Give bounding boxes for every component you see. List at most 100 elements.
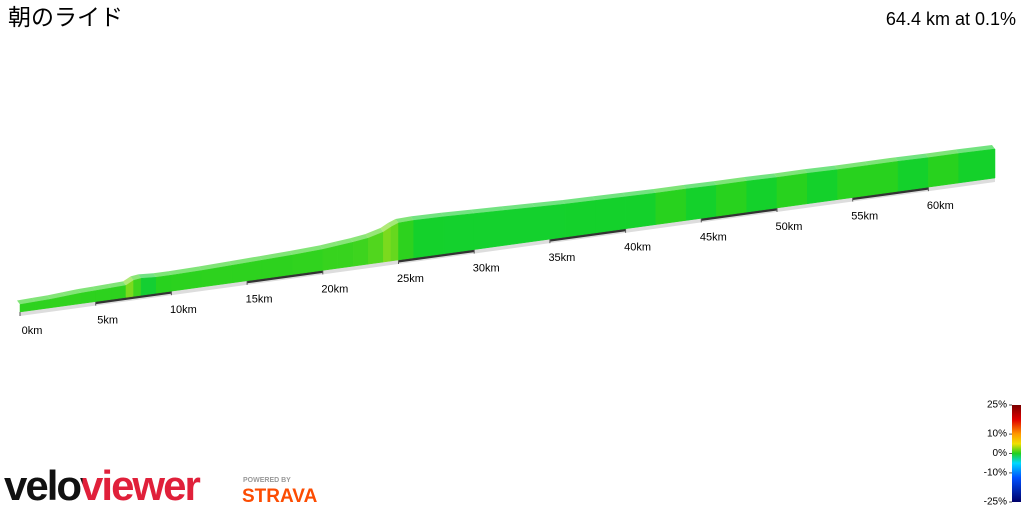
strava-logo: STRAVA <box>242 486 318 507</box>
profile-segment <box>156 274 172 294</box>
x-tick-label: 25km <box>397 273 424 285</box>
road-band <box>246 269 323 284</box>
x-tick-label: 5km <box>97 315 118 327</box>
profile-top <box>350 234 369 243</box>
profile-top <box>440 209 475 217</box>
x-tick-label: 0km <box>22 325 43 337</box>
profile-top <box>228 256 263 266</box>
profile-top <box>138 273 157 279</box>
colorbar-tick-label: 10% <box>987 429 1007 440</box>
x-tick-label: 30km <box>473 262 500 274</box>
profile-top <box>713 177 747 186</box>
profile-top <box>804 165 838 174</box>
summary: 64.4 km at 0.1% <box>886 9 1016 29</box>
profile-top <box>592 192 626 201</box>
profile-segment <box>746 177 778 213</box>
profile-top <box>130 274 142 281</box>
profile-segment <box>807 169 838 205</box>
profile-top <box>925 149 959 158</box>
profile-segment <box>443 213 475 255</box>
profile-top <box>410 212 444 221</box>
powered-by: POWERED BY <box>243 477 291 484</box>
profile-top <box>652 184 687 194</box>
profile-top <box>395 216 414 223</box>
x-tick-label: 35km <box>548 252 575 264</box>
profile-segment <box>897 157 929 192</box>
profile-top <box>365 228 384 239</box>
profile-top <box>773 169 808 178</box>
profile-top <box>77 286 96 294</box>
profile-segment <box>322 245 339 271</box>
x-tick-label: 50km <box>776 221 803 233</box>
profile-top <box>864 157 899 166</box>
profile-top <box>531 200 566 208</box>
profile-segment <box>958 148 996 184</box>
plot: 0km 5km 10km 15km 20km 25km 30km 35km 40km 45km 50… <box>17 145 996 337</box>
profile-top <box>92 284 111 291</box>
x-tick-label: 15km <box>246 294 273 306</box>
profile-segment <box>352 237 369 267</box>
x-tick-label: 45km <box>700 231 727 243</box>
profile-top <box>32 295 51 302</box>
brand-logo: veloviewer <box>4 462 200 509</box>
profile-segment <box>473 210 505 250</box>
road-band <box>95 290 172 305</box>
profile-segment <box>595 196 626 234</box>
profile-top <box>562 196 596 205</box>
profile-segment <box>564 200 596 238</box>
colorbar-tick-label: -10% <box>984 468 1007 479</box>
profile-top <box>334 238 354 246</box>
x-tick-label: 10km <box>170 304 197 316</box>
profile-segment <box>133 278 142 297</box>
profile-segment <box>837 165 869 200</box>
profile-top <box>319 241 338 250</box>
x-tick-label: 40km <box>624 242 651 254</box>
profile-top <box>47 292 66 300</box>
profile-segment <box>413 216 445 259</box>
profile-top <box>471 206 505 214</box>
profile-top <box>107 281 126 289</box>
profile-segment <box>776 173 808 209</box>
colorbar-tick-label: -25% <box>984 497 1007 508</box>
road-band <box>852 186 929 201</box>
profile-segment <box>383 226 392 263</box>
profile-segment <box>337 241 354 269</box>
profile-top <box>501 203 535 211</box>
road <box>20 178 995 316</box>
profile-top <box>743 173 777 182</box>
profile-segment <box>625 192 657 230</box>
profile-segment <box>140 277 157 296</box>
profile-segment <box>685 185 717 221</box>
profile-top <box>198 261 232 271</box>
profile-top <box>289 245 323 256</box>
profile-top <box>62 289 81 297</box>
profile-top <box>380 223 391 233</box>
profile-segment <box>655 188 687 225</box>
colorbar-tick-label: 25% <box>987 400 1007 411</box>
profile-segment <box>390 222 399 262</box>
profile-top <box>122 276 134 286</box>
colorbar-ticks: 25% 10% 0% -10% -25% <box>984 400 1012 508</box>
profile-top <box>683 181 717 189</box>
profile-segment <box>716 180 747 217</box>
activity-title: 朝のライド <box>8 4 123 30</box>
profile-top <box>387 218 399 228</box>
profile-segment <box>398 220 414 261</box>
x-tick-label: 60km <box>927 200 954 212</box>
profile-top <box>17 297 36 305</box>
road-band <box>398 249 475 263</box>
colorbar <box>1012 405 1021 502</box>
profile-top <box>622 189 656 197</box>
profile-segment <box>867 161 899 196</box>
road-band <box>549 228 626 242</box>
profile-top <box>834 161 868 170</box>
road-band <box>701 207 778 221</box>
x-tick-label: 20km <box>321 283 348 295</box>
profile-top <box>259 251 293 261</box>
profile-segment <box>928 153 959 188</box>
profile-top <box>153 271 172 278</box>
profile-top <box>955 145 995 154</box>
x-tick-label: 55km <box>851 210 878 222</box>
colorbar-tick-label: 0% <box>993 448 1008 459</box>
